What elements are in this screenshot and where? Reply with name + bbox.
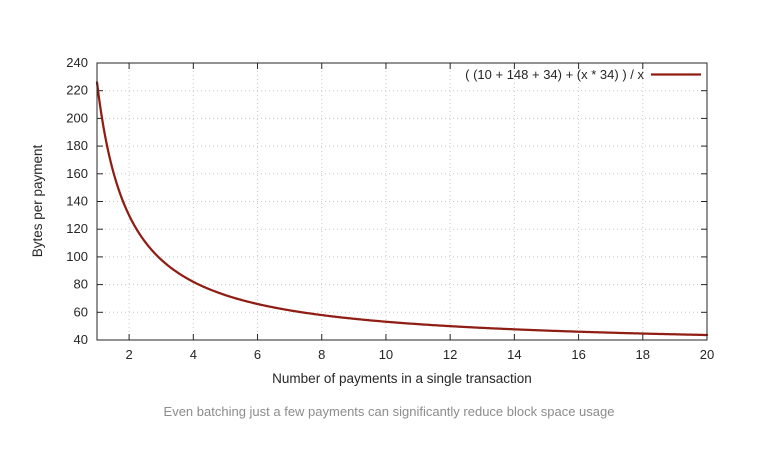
tick-labels: 2 4 6 8 10 12 14 16 18 20 40 60 80 100 120 140 160 180 200… (66, 55, 714, 362)
y-tick-label: 240 (66, 55, 88, 70)
y-tick-label: 180 (66, 138, 88, 153)
x-tick-label: 20 (700, 347, 714, 362)
x-tick-label: 8 (318, 347, 325, 362)
tick-layer (97, 62, 708, 341)
grid-layer (97, 62, 708, 341)
x-tick-label: 18 (636, 347, 650, 362)
y-tick-label: 40 (74, 332, 88, 347)
y-tick-label: 140 (66, 194, 88, 209)
line-chart: 2 4 6 8 10 12 14 16 18 20 40 60 80 100 120 140 160 180 200… (30, 55, 714, 386)
plot-border (96, 62, 708, 341)
y-tick-label: 200 (66, 110, 88, 125)
y-tick-label: 80 (74, 277, 88, 292)
y-axis-label: Bytes per payment (30, 144, 45, 257)
x-tick-label: 12 (443, 347, 457, 362)
legend-label: ( (10 + 148 + 34) + (x * 34) ) / x (465, 67, 644, 82)
x-tick-label: 16 (571, 347, 585, 362)
y-tick-label: 100 (66, 249, 88, 264)
x-tick-label: 14 (507, 347, 521, 362)
y-tick-label: 160 (66, 166, 88, 181)
chart-caption: Even batching just a few payments can si… (163, 404, 615, 419)
x-tick-label: 10 (379, 347, 393, 362)
x-axis-label: Number of payments in a single transacti… (272, 371, 532, 386)
y-tick-label: 60 (74, 304, 88, 319)
series-layer (95, 81, 709, 337)
y-tick-label: 120 (66, 221, 88, 236)
x-tick-label: 6 (254, 347, 261, 362)
series-curve (95, 81, 709, 337)
y-tick-label: 220 (66, 83, 88, 98)
x-tick-label: 2 (125, 347, 132, 362)
x-tick-label: 4 (190, 347, 197, 362)
